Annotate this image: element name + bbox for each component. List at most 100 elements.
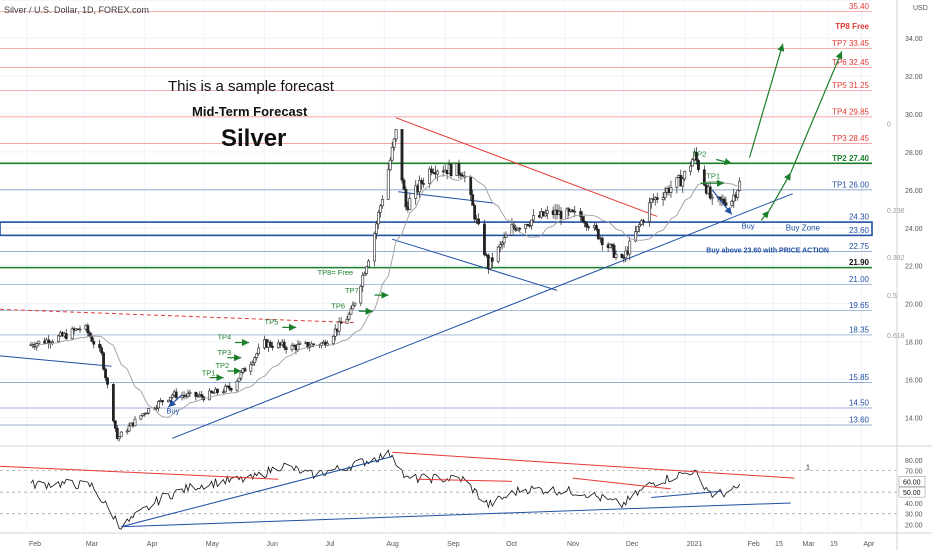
candle-body (367, 260, 371, 268)
candle-body (361, 274, 365, 287)
candle-body (251, 362, 255, 365)
candle-body (435, 170, 439, 175)
oscillator-marker-label: 1 (806, 465, 810, 472)
currency-label: USD (913, 5, 928, 12)
candle-body (390, 147, 394, 161)
candle-body (269, 341, 272, 347)
candle-body (51, 341, 54, 343)
candle-body (284, 347, 288, 350)
annotation-label: TP7 (345, 286, 359, 295)
candle-body (722, 198, 726, 203)
dashed-resistance-line (0, 308, 356, 324)
oscillator-red-trendline (417, 478, 512, 482)
price-tick-label: 30.00 (905, 112, 923, 119)
candle-body (628, 240, 632, 255)
candle-body (459, 173, 463, 176)
fib-label: 0.618 (887, 333, 905, 340)
date-tick-label: 15 (775, 541, 783, 548)
oscillator-tick-label: 20.00 (905, 523, 923, 530)
candle-body (420, 180, 424, 184)
candle-body (614, 253, 618, 258)
candle-body (504, 234, 508, 238)
fib-label: 0.382 (887, 255, 905, 262)
candle-body (400, 129, 404, 181)
candle-body (697, 160, 700, 171)
oscillator-line (30, 449, 741, 530)
candle-body (683, 171, 687, 180)
date-tick-label: Mar (86, 541, 99, 548)
candle-body (596, 229, 600, 240)
level-label: 23.60 (849, 226, 870, 235)
candle-body (392, 138, 396, 148)
forecast-arrow-up (748, 43, 785, 158)
candle-body (732, 194, 736, 202)
annotation-label: TP5 (265, 318, 279, 327)
candle-body (210, 390, 213, 393)
buy-zone-box (0, 221, 873, 237)
candle-body (471, 194, 475, 206)
candle-body (394, 129, 398, 140)
level-label: 13.60 (849, 416, 870, 425)
candle-body (155, 407, 158, 409)
candle-body (249, 364, 253, 372)
candle-body (296, 344, 300, 351)
annotation-label: TP6 (331, 301, 345, 310)
fib-label: 0.5 (887, 293, 897, 300)
candle-body (594, 225, 598, 230)
candle-body (608, 243, 612, 248)
date-tick-label: Apr (147, 541, 159, 548)
date-tick-label: Apr (863, 541, 875, 548)
price-tick-label: 18.00 (905, 340, 923, 347)
annotation-label: Buy (742, 222, 755, 231)
candle-body (620, 253, 624, 258)
annotation-label: TP1 (202, 369, 216, 378)
candle-body (526, 224, 530, 226)
candle-body (221, 391, 225, 393)
candle-body (174, 391, 178, 398)
oscillator-value-badge (898, 486, 926, 498)
candle-body (634, 231, 638, 242)
annotation-label: TP2 (215, 361, 229, 370)
candle-body (92, 341, 96, 345)
oscillator-red-trendline (392, 451, 795, 479)
candle-body (502, 237, 506, 244)
candle-body (710, 196, 714, 199)
candle-body (113, 420, 117, 429)
candle-body (708, 186, 712, 199)
candle-body (730, 200, 734, 206)
candle-body (581, 216, 585, 222)
annotation-label: Buy above 23.60 with PRICE ACTION (706, 247, 829, 254)
annotation-label: TP1 (706, 171, 720, 180)
price-tick-label: 28.00 (905, 150, 923, 157)
candle-body (380, 198, 384, 207)
candle-body (571, 209, 575, 212)
candle-body (133, 418, 137, 427)
candle-body (243, 368, 247, 372)
candle-body (298, 342, 302, 345)
candle-body (127, 425, 131, 432)
buy-arrow (711, 189, 733, 215)
candle-body (37, 340, 41, 344)
oscillator-blue-trendline (651, 490, 723, 499)
candle-body (510, 224, 514, 236)
oscillator-red-trendline (572, 477, 672, 490)
oscillator-tick-label: 30.00 (905, 512, 923, 519)
candle-body (255, 353, 259, 358)
candle-body (147, 408, 151, 414)
forecast-arrow-up (790, 51, 843, 174)
annotation-label: TP2 (693, 150, 707, 159)
fib-label: 0.236 (887, 208, 905, 215)
candle-body (106, 377, 109, 385)
candle-body (64, 333, 68, 339)
candle-body (377, 212, 380, 225)
candle-body (375, 223, 378, 234)
candle-body (282, 341, 286, 348)
price-series (29, 128, 742, 442)
candle-body (157, 401, 160, 409)
candle-body (115, 427, 119, 439)
candle-body (724, 202, 728, 206)
oscillator-value-badge (898, 476, 926, 487)
candle-body (353, 302, 357, 306)
candle-body (642, 220, 645, 222)
